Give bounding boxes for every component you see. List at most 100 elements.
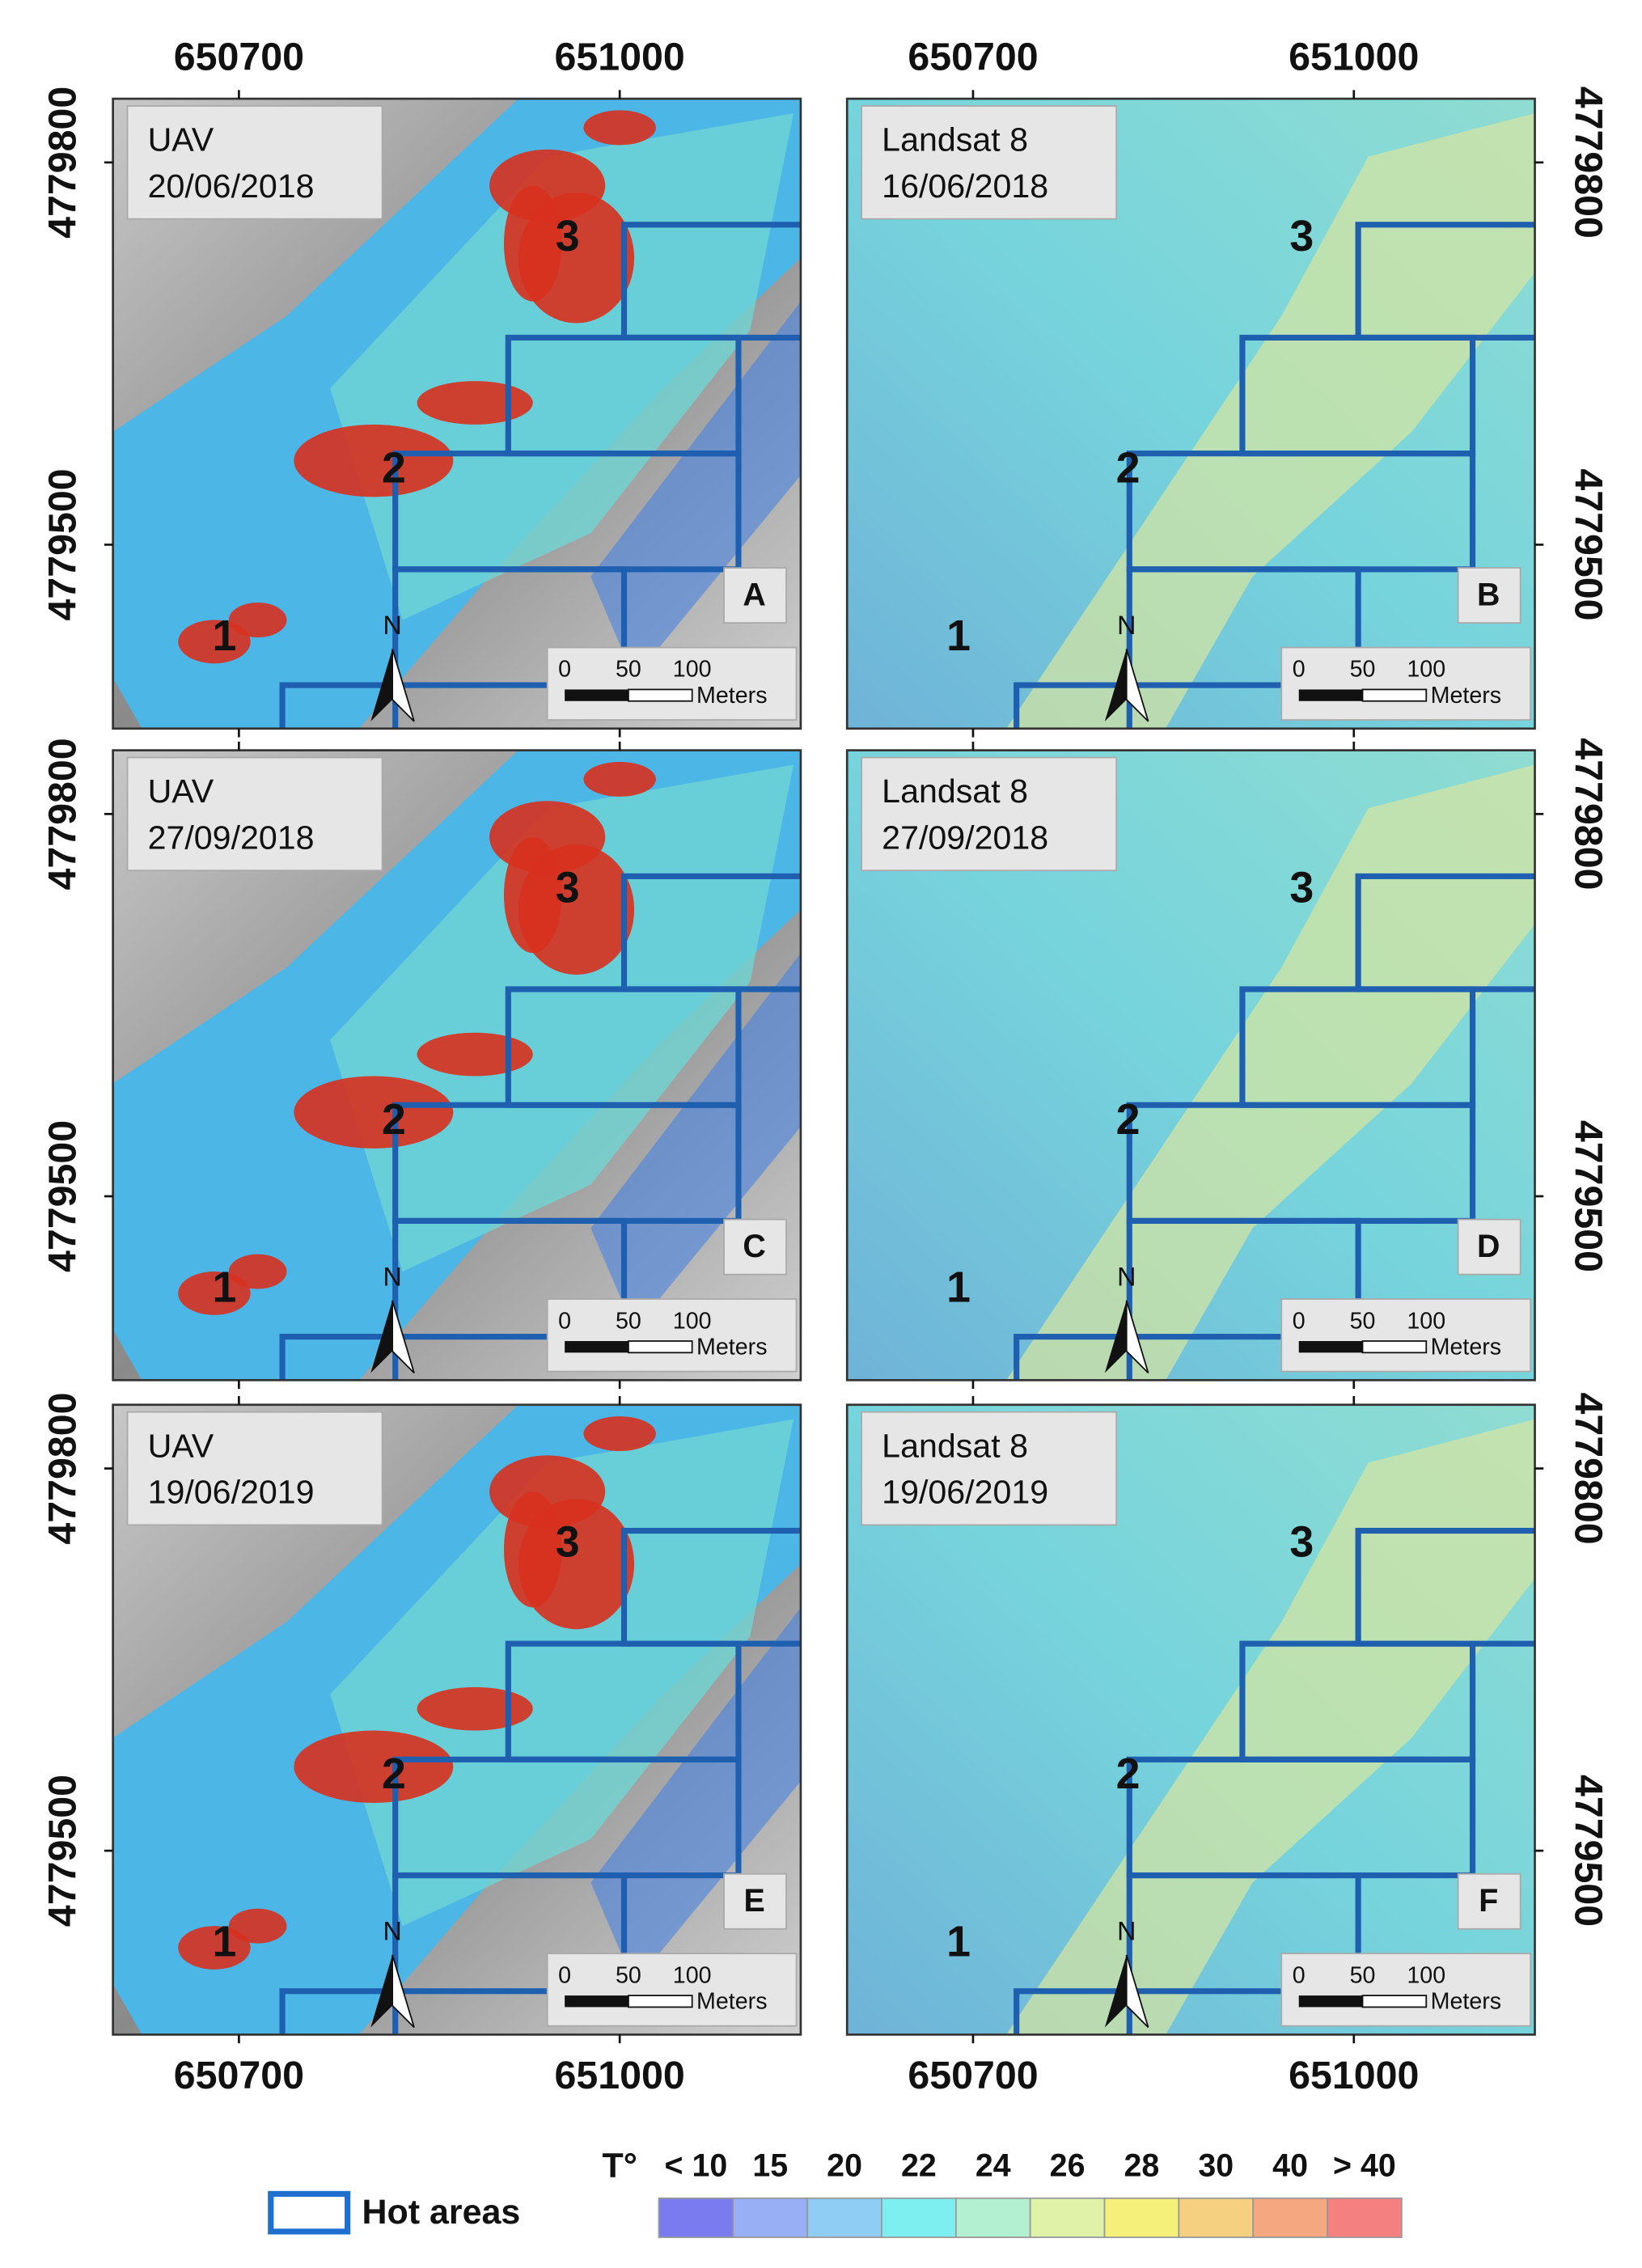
scale-tick-label: 50 xyxy=(616,657,641,683)
hot-spot xyxy=(583,110,656,146)
info-box xyxy=(126,756,383,872)
hot-area-outline xyxy=(392,566,628,688)
scale-bar-light xyxy=(1361,688,1428,702)
scale-tick-label: 100 xyxy=(1407,1962,1445,1988)
sensor-label: UAV xyxy=(148,772,214,810)
date-label: 19/06/2019 xyxy=(148,1474,315,1511)
y-tick-label: 4779500 xyxy=(1566,468,1610,620)
scale-tick-label: 0 xyxy=(1293,1962,1306,1988)
panel-letter: C xyxy=(743,1229,765,1264)
area-number: 3 xyxy=(556,1518,580,1567)
panel-letter: B xyxy=(1477,577,1500,612)
scale-unit: Meters xyxy=(1431,683,1501,709)
scale-bar-light xyxy=(628,1340,693,1354)
scale-bar-light xyxy=(628,688,693,702)
area-number: 1 xyxy=(213,1263,237,1312)
scale-bar-dark xyxy=(1298,689,1363,701)
warm-band xyxy=(1006,1419,1535,2035)
area-number: 1 xyxy=(213,1918,237,1966)
y-tick-label: 4779500 xyxy=(40,1120,84,1272)
scale-box xyxy=(1280,1953,1532,2027)
letter-box xyxy=(1457,1218,1521,1276)
scale-tick-label: 0 xyxy=(1293,657,1306,683)
temperature-class-label: 28 xyxy=(1124,2148,1160,2184)
temperature-title: T° xyxy=(602,2146,637,2185)
panel-frame xyxy=(845,1403,1536,2036)
area-number: 3 xyxy=(1289,1518,1314,1567)
scale-bar-dark xyxy=(565,1340,628,1353)
hot-area-outline xyxy=(392,1217,628,1340)
scale-tick-label: 100 xyxy=(673,1962,712,1988)
temperature-class-label: 26 xyxy=(1050,2148,1085,2184)
date-label: 19/06/2019 xyxy=(882,1474,1048,1511)
temperature-class-label: > 40 xyxy=(1333,2148,1396,2184)
x-tick-label: 651000 xyxy=(555,2054,685,2097)
hot-spot xyxy=(417,1686,533,1731)
scale-tick-label: 100 xyxy=(1407,657,1445,683)
north-arrow-right xyxy=(1125,1300,1149,1374)
hot-spot xyxy=(417,1032,533,1077)
x-tick-label: 650700 xyxy=(174,35,304,78)
temperature-swatch xyxy=(806,2197,882,2238)
date-label: 16/06/2018 xyxy=(882,167,1048,205)
hot-spot xyxy=(294,1730,454,1804)
scale-tick-label: 100 xyxy=(673,1308,712,1334)
scale-tick-label: 0 xyxy=(558,1962,571,1988)
scale-tick-label: 50 xyxy=(616,1308,641,1334)
hot-spot xyxy=(503,837,562,954)
area-number: 1 xyxy=(946,1263,971,1312)
scale-unit: Meters xyxy=(696,1989,767,2015)
panel-frame xyxy=(112,749,802,1382)
north-label: N xyxy=(383,1263,401,1292)
letter-box xyxy=(723,567,787,624)
hot-area-outline xyxy=(279,682,399,729)
temperature-swatch xyxy=(732,2197,809,2238)
temperature-swatch xyxy=(1327,2197,1403,2238)
area-number: 2 xyxy=(382,443,406,492)
hot-spot xyxy=(228,603,287,637)
y-tick-label: 4779800 xyxy=(1566,1392,1610,1544)
x-tick-label: 651000 xyxy=(1289,35,1419,78)
scale-box xyxy=(546,1953,798,2027)
scale-unit: Meters xyxy=(1431,1989,1501,2015)
hot-spot xyxy=(228,1254,287,1289)
warm-band xyxy=(1006,764,1535,1381)
area-number: 2 xyxy=(382,1750,406,1798)
y-tick-label: 4779800 xyxy=(40,87,84,239)
north-label: N xyxy=(383,611,401,640)
north-arrow-left xyxy=(1104,1300,1127,1373)
temperature-class-label: 22 xyxy=(901,2148,937,2184)
temperature-swatch xyxy=(1252,2197,1328,2238)
temperature-class-label: 15 xyxy=(752,2148,788,2184)
map-content: 1 2 3 xyxy=(112,1404,801,2035)
x-tick-label: 651000 xyxy=(555,35,685,78)
panel-frame xyxy=(112,97,802,730)
north-arrow-right xyxy=(391,1300,415,1374)
y-tick-label: 4779800 xyxy=(1566,87,1610,239)
map-content: 1 2 3 xyxy=(847,99,1535,729)
y-tick-label: 4779500 xyxy=(40,1775,84,1927)
hot-spot xyxy=(583,1416,656,1452)
hot-area-outline xyxy=(1014,682,1132,729)
hot-spot xyxy=(178,1272,251,1315)
scale-tick-label: 50 xyxy=(1350,1308,1376,1334)
panel-letter: A xyxy=(743,577,765,612)
scale-tick-label: 100 xyxy=(673,657,712,683)
hot-area-outline xyxy=(1126,1217,1361,1340)
letter-box xyxy=(723,1872,787,1930)
area-number: 1 xyxy=(946,611,971,660)
sensor-label: Landsat 8 xyxy=(882,121,1028,159)
date-label: 27/09/2018 xyxy=(882,819,1048,856)
hot-area-outline xyxy=(392,1872,628,1995)
info-box xyxy=(861,1411,1118,1526)
date-label: 27/09/2018 xyxy=(148,819,315,856)
thermal-band-cool xyxy=(590,301,801,679)
north-arrow-left xyxy=(370,649,393,721)
temperature-swatch xyxy=(881,2197,957,2238)
panel-letter: D xyxy=(1477,1229,1500,1264)
